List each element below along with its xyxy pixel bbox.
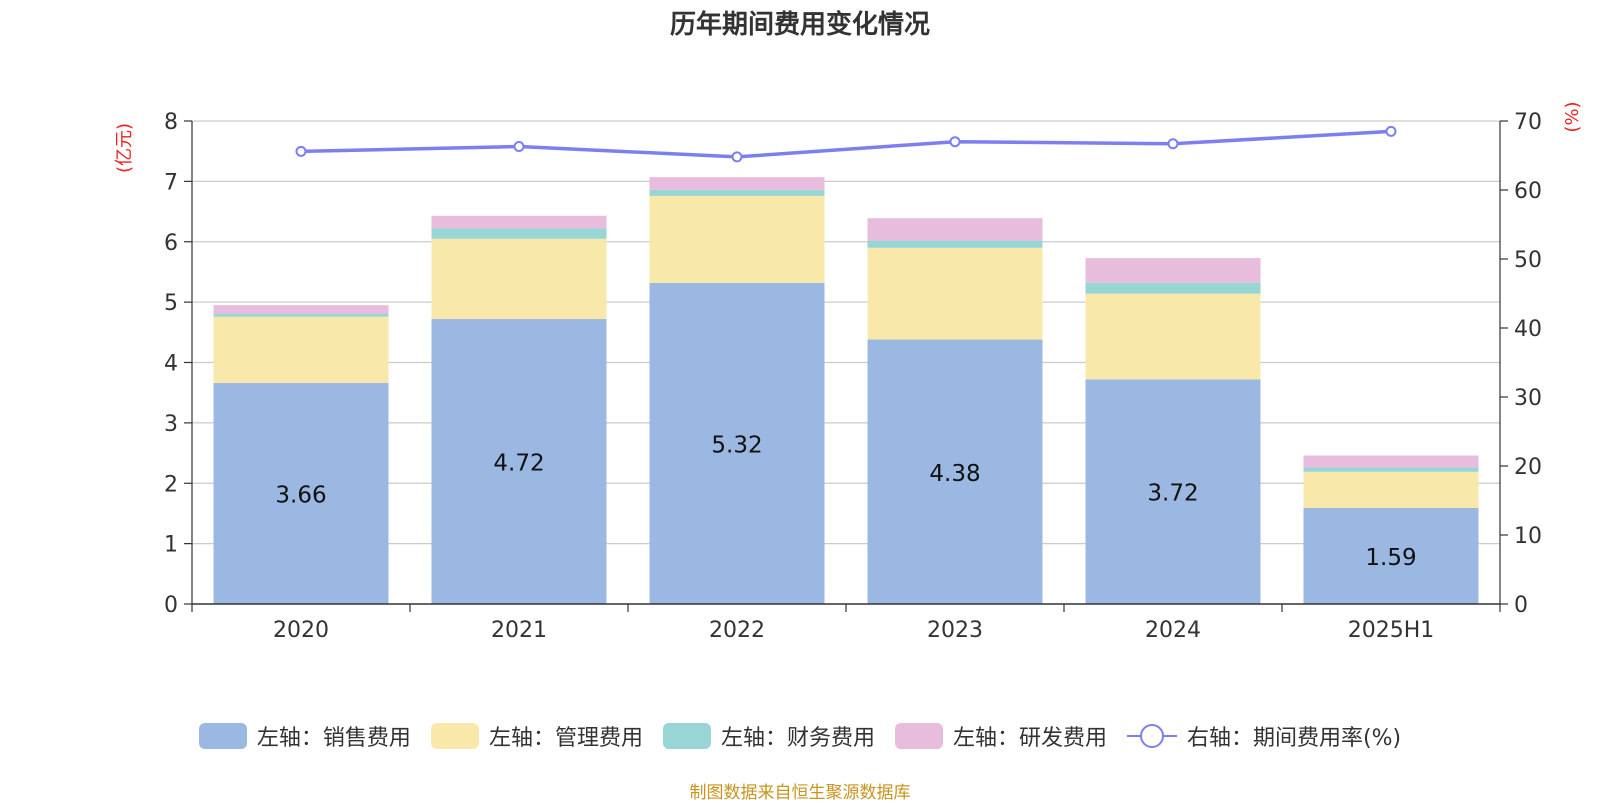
right-axis-tick-label: 70 <box>1514 110 1542 135</box>
bar-segment-3 <box>867 240 1043 248</box>
bar-data-label: 4.38 <box>929 461 980 487</box>
legend-item-5[interactable]: 右轴：期间费用率(%) <box>1126 720 1402 752</box>
right-axis-label: (%) <box>1562 101 1583 132</box>
rate-point <box>731 151 743 163</box>
chart-area: 0 1 2 3 4 5 6 7 8 0 10 20 30 40 50 60 70 (亿元) (%) 3.66 4.72 5… <box>114 101 1583 643</box>
bar-segment-1 <box>431 319 607 604</box>
legend-swatch <box>198 723 247 749</box>
legend-label: 左轴：财务费用 <box>720 726 875 751</box>
bar-segment-2 <box>1085 293 1261 380</box>
left-axis-tick-label: 4 <box>164 352 178 377</box>
bar-segment-1 <box>649 282 825 604</box>
right-axis-tick-label: 30 <box>1514 386 1542 411</box>
legend-label: 左轴：管理费用 <box>488 726 643 751</box>
rate-point <box>295 145 307 157</box>
legend-item-3[interactable]: 左轴：财务费用 <box>662 720 875 752</box>
left-axis-tick-label: 0 <box>164 593 178 618</box>
legend-swatch <box>430 723 479 749</box>
bar-segment-4 <box>213 305 389 314</box>
legend-swatch <box>662 723 711 749</box>
legend-swatch <box>1126 723 1177 749</box>
left-axis-tick-label: 6 <box>164 231 178 256</box>
bar-segment-4 <box>431 215 607 229</box>
bar-segment-3 <box>649 189 825 196</box>
bar-data-label: 3.72 <box>1147 481 1198 507</box>
bar-segment-4 <box>649 177 825 190</box>
legend-label: 左轴：研发费用 <box>952 726 1107 751</box>
bar-segment-4 <box>1085 258 1261 283</box>
left-axis-tick-label: 5 <box>164 291 178 316</box>
bar-data-label: 3.66 <box>275 483 326 509</box>
rate-point <box>1167 138 1179 150</box>
bar-segment-1 <box>1303 508 1479 604</box>
legend-item-2[interactable]: 左轴：管理费用 <box>430 720 643 752</box>
bar-data-label: 5.32 <box>711 432 762 458</box>
bar-segment-4 <box>867 218 1043 241</box>
bar-segment-2 <box>431 238 607 320</box>
legend-swatch <box>894 723 943 749</box>
x-axis-tick-label: 2022 <box>709 618 765 643</box>
x-axis-tick-label: 2025H1 <box>1348 618 1435 643</box>
bar-segment-2 <box>867 247 1043 340</box>
bar-data-label: 4.72 <box>493 451 544 477</box>
bar-segment-3 <box>213 313 389 317</box>
x-axis-tick-label: 2024 <box>1145 618 1201 643</box>
bar-segment-4 <box>1303 455 1479 468</box>
left-axis-label: (亿元) <box>114 123 135 173</box>
bar-segment-2 <box>649 195 825 283</box>
left-axis-tick-label: 3 <box>164 412 178 437</box>
x-axis-tick-label: 2021 <box>491 618 547 643</box>
right-axis-tick-label: 20 <box>1514 455 1542 480</box>
left-axis-tick-label: 8 <box>164 110 178 135</box>
data-source-note: 制图数据来自恒生聚源数据库 <box>689 783 911 803</box>
bar-segment-3 <box>1085 282 1261 294</box>
chart-title: 历年期间费用变化情况 <box>669 10 930 40</box>
left-axis-tick-label: 1 <box>164 533 178 558</box>
rate-point <box>1385 125 1397 137</box>
x-axis-tick-label: 2023 <box>927 618 983 643</box>
bar-segment-1 <box>1085 379 1261 604</box>
left-axis-tick-label: 7 <box>164 170 178 195</box>
legend-label: 右轴：期间费用率(%) <box>1186 726 1402 751</box>
rate-point <box>513 141 525 153</box>
right-axis-tick-label: 10 <box>1514 524 1542 549</box>
left-axis-tick-label: 2 <box>164 472 178 497</box>
right-axis-tick-label: 50 <box>1514 248 1542 273</box>
legend-item-4[interactable]: 左轴：研发费用 <box>894 720 1107 752</box>
bar-segment-2 <box>213 316 389 384</box>
chart-legend: 左轴：销售费用 左轴：管理费用 左轴：财务费用 左轴：研发费用 右轴：期间费用率(%) <box>0 718 1600 754</box>
right-axis-tick-label: 40 <box>1514 317 1542 342</box>
bar-data-label: 1.59 <box>1365 545 1416 571</box>
bar-segment-1 <box>867 339 1043 604</box>
legend-item-1[interactable]: 左轴：销售费用 <box>198 720 411 752</box>
bar-segment-3 <box>1303 467 1479 472</box>
bar-segment-2 <box>1303 471 1479 509</box>
bar-segment-1 <box>213 383 389 604</box>
legend-label: 左轴：销售费用 <box>256 726 411 751</box>
right-axis-tick-label: 0 <box>1514 593 1528 618</box>
rate-point <box>949 136 961 148</box>
rate-line <box>300 129 1392 159</box>
right-axis-tick-label: 60 <box>1514 179 1542 204</box>
x-axis-tick-label: 2020 <box>273 618 329 643</box>
bar-segment-3 <box>431 228 607 239</box>
